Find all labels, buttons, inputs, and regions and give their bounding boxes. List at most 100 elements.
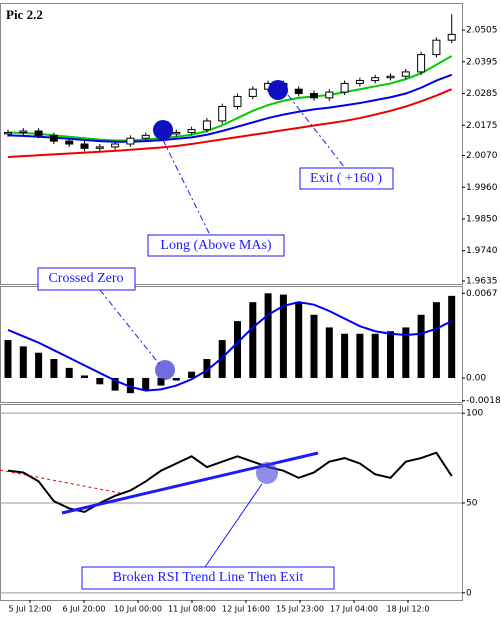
y-tick-label: 1.9960 (466, 183, 498, 193)
y-tick-label: 2.0070 (466, 151, 498, 161)
x-tick-label: 17 Jul 04:00 (330, 605, 378, 614)
candle-body (4, 131, 12, 135)
y-tick-label: 0.00 (466, 373, 486, 383)
x-tick-label: 11 Jul 08:00 (168, 605, 216, 614)
line-series (7, 55, 453, 142)
bar (448, 295, 456, 378)
candle-body (294, 88, 303, 95)
panel-frame (0, 286, 463, 403)
bar (325, 327, 333, 378)
line-series (7, 88, 453, 158)
candle-body (248, 88, 257, 97)
y-tick-label: 100 (466, 409, 483, 419)
bar (35, 352, 43, 378)
y-tick-label: -0.0018 (466, 396, 501, 406)
y-tick-label: 0.0067 (466, 289, 498, 299)
callout-line (99, 289, 161, 366)
y-tick-label: 2.0285 (466, 89, 498, 99)
bar (19, 346, 27, 378)
bar (279, 294, 287, 378)
y-tick-label: 2.0505 (466, 26, 498, 36)
bar (157, 377, 165, 386)
entry-marker (153, 120, 173, 140)
x-tick-label: 12 Jul 16:00 (222, 605, 270, 614)
candle-body (417, 54, 426, 73)
bar (172, 377, 180, 381)
bar (432, 302, 440, 378)
annotation: Broken RSI Trend Line Then Exit (113, 570, 304, 585)
candle-body (447, 33, 456, 41)
candle-body (80, 143, 89, 149)
bar (111, 377, 119, 391)
line-series (7, 301, 453, 392)
annotations: Long (Above MAs) Exit ( +160 ) Crossed Z… (0, 80, 394, 590)
candle-body (401, 71, 410, 77)
callout-line (204, 483, 263, 568)
bar (341, 333, 349, 378)
candle-body (19, 130, 28, 133)
x-tick-label: 6 Jul 20:00 (63, 605, 106, 614)
candle-body (202, 120, 211, 131)
candle-body (95, 146, 104, 149)
bar (402, 327, 410, 378)
panel-frame (0, 3, 463, 285)
y-tick-label: 2.0395 (466, 57, 498, 67)
candle-body (233, 95, 242, 108)
annotation-box (147, 234, 285, 257)
candle-body (325, 91, 334, 99)
bar (96, 377, 104, 385)
line-series (7, 451, 453, 514)
candle-body (141, 134, 150, 139)
annotation-box (37, 267, 136, 291)
exit-marker (268, 80, 288, 100)
candle-body (126, 137, 135, 145)
annotation-box (299, 167, 394, 190)
bar (417, 314, 425, 378)
zero-cross-marker (155, 360, 175, 380)
x-tick-label: 15 Jul 23:00 (276, 605, 324, 614)
bar (126, 377, 134, 394)
y-tick-label: 0 (466, 588, 472, 598)
bar (249, 302, 257, 378)
candle-body (187, 129, 196, 133)
candle-body (34, 130, 43, 136)
candle-body (172, 131, 181, 135)
bar (264, 293, 272, 378)
bar (203, 359, 211, 378)
annotation: Exit ( +160 ) (310, 171, 382, 186)
candle-body (340, 82, 349, 93)
x-tick-label: 5 Jul 12:00 (9, 605, 52, 614)
y-tick-label: 2.0175 (466, 121, 498, 131)
bar (356, 333, 364, 378)
bar (371, 333, 379, 378)
bar (310, 314, 318, 378)
callout-line (287, 94, 346, 169)
rsi-trend-line (61, 451, 319, 515)
candle-body (432, 39, 441, 56)
bar (65, 367, 73, 378)
candle-body (49, 134, 58, 142)
bar (4, 340, 12, 378)
line-series (7, 73, 453, 143)
y-tick-label: 1.9850 (466, 214, 498, 224)
candle-body (111, 143, 120, 148)
bar (234, 321, 241, 378)
candle-body (310, 93, 318, 99)
chart-title: Pic 2.2 (6, 7, 43, 22)
bar (188, 371, 196, 378)
bar (295, 302, 303, 378)
y-tick-label: 50 (466, 499, 478, 509)
callout-line (162, 139, 211, 236)
x-tick-label: 10 Jul 00:00 (114, 605, 162, 614)
y-tick-label: 1.9740 (466, 246, 498, 256)
annotation-box (81, 566, 335, 590)
candle-body (355, 80, 364, 84)
bar (142, 377, 150, 391)
y-tick-label: 1.9635 (466, 276, 498, 286)
bar (387, 331, 394, 378)
annotation: Crossed Zero (48, 271, 123, 286)
candle-body (218, 106, 227, 122)
x-tick-label: 18 Jul 12:0 (387, 605, 430, 614)
annotation: Long (Above MAs) (160, 238, 272, 253)
